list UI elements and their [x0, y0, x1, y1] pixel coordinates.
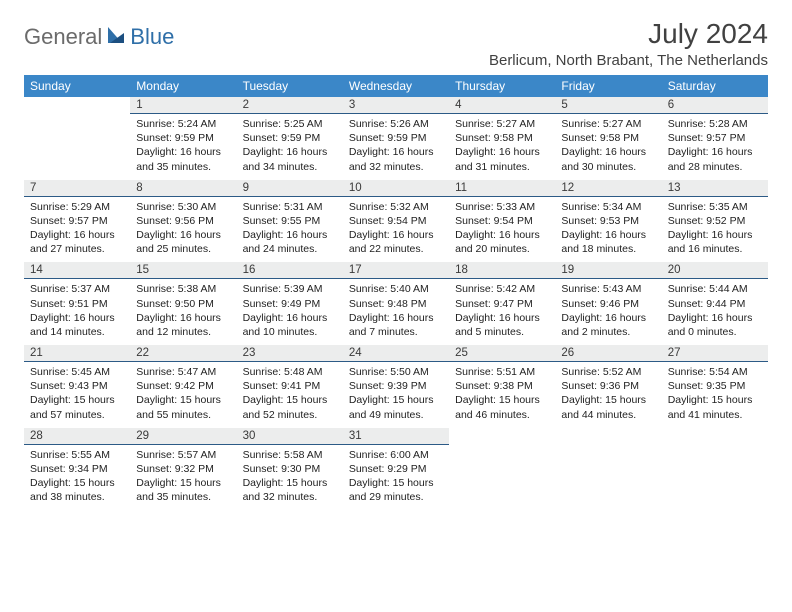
title-block: July 2024 Berlicum, North Brabant, The N… [489, 18, 768, 69]
day-number: 27 [662, 345, 768, 362]
day-number: 21 [24, 345, 130, 362]
day-info: Sunrise: 5:44 AMSunset: 9:44 PMDaylight:… [662, 279, 768, 345]
day-info: Sunrise: 5:24 AMSunset: 9:59 PMDaylight:… [130, 114, 236, 180]
weekday-header: Saturday [662, 75, 768, 97]
day-info-row: Sunrise: 5:29 AMSunset: 9:57 PMDaylight:… [24, 196, 768, 262]
day-number: 26 [555, 345, 661, 362]
empty-cell [555, 444, 661, 510]
calendar-table: SundayMondayTuesdayWednesdayThursdayFrid… [24, 75, 768, 510]
day-info: Sunrise: 5:47 AMSunset: 9:42 PMDaylight:… [130, 362, 236, 428]
day-info: Sunrise: 5:31 AMSunset: 9:55 PMDaylight:… [237, 196, 343, 262]
day-info: Sunrise: 5:42 AMSunset: 9:47 PMDaylight:… [449, 279, 555, 345]
weekday-header: Monday [130, 75, 236, 97]
empty-cell [24, 114, 130, 180]
day-info: Sunrise: 5:50 AMSunset: 9:39 PMDaylight:… [343, 362, 449, 428]
day-number: 5 [555, 97, 661, 114]
day-info-row: Sunrise: 5:55 AMSunset: 9:34 PMDaylight:… [24, 444, 768, 510]
day-number: 16 [237, 262, 343, 279]
logo-text-blue: Blue [130, 24, 174, 50]
location-text: Berlicum, North Brabant, The Netherlands [489, 52, 768, 69]
day-info: Sunrise: 5:25 AMSunset: 9:59 PMDaylight:… [237, 114, 343, 180]
empty-cell [449, 444, 555, 510]
day-number: 4 [449, 97, 555, 114]
day-info: Sunrise: 5:33 AMSunset: 9:54 PMDaylight:… [449, 196, 555, 262]
day-number: 24 [343, 345, 449, 362]
day-number: 18 [449, 262, 555, 279]
day-number-row: 123456 [24, 97, 768, 114]
day-info: Sunrise: 5:38 AMSunset: 9:50 PMDaylight:… [130, 279, 236, 345]
day-number: 12 [555, 180, 661, 197]
empty-cell [24, 97, 130, 114]
day-number: 7 [24, 180, 130, 197]
day-number: 9 [237, 180, 343, 197]
day-number: 17 [343, 262, 449, 279]
day-number: 20 [662, 262, 768, 279]
day-number: 2 [237, 97, 343, 114]
day-info: Sunrise: 5:48 AMSunset: 9:41 PMDaylight:… [237, 362, 343, 428]
weekday-header: Thursday [449, 75, 555, 97]
day-number: 3 [343, 97, 449, 114]
day-info: Sunrise: 5:58 AMSunset: 9:30 PMDaylight:… [237, 444, 343, 510]
day-info-row: Sunrise: 5:24 AMSunset: 9:59 PMDaylight:… [24, 114, 768, 180]
empty-cell [449, 428, 555, 445]
day-number: 15 [130, 262, 236, 279]
day-number: 14 [24, 262, 130, 279]
day-number-row: 28293031 [24, 428, 768, 445]
day-info: Sunrise: 5:51 AMSunset: 9:38 PMDaylight:… [449, 362, 555, 428]
weekday-header: Sunday [24, 75, 130, 97]
day-number: 8 [130, 180, 236, 197]
day-info-row: Sunrise: 5:45 AMSunset: 9:43 PMDaylight:… [24, 362, 768, 428]
day-info: Sunrise: 5:29 AMSunset: 9:57 PMDaylight:… [24, 196, 130, 262]
day-number: 29 [130, 428, 236, 445]
empty-cell [662, 444, 768, 510]
day-number: 30 [237, 428, 343, 445]
page-header: General Blue July 2024 Berlicum, North B… [24, 18, 768, 69]
day-info: Sunrise: 5:52 AMSunset: 9:36 PMDaylight:… [555, 362, 661, 428]
day-info: Sunrise: 5:57 AMSunset: 9:32 PMDaylight:… [130, 444, 236, 510]
day-info: Sunrise: 5:34 AMSunset: 9:53 PMDaylight:… [555, 196, 661, 262]
day-number-row: 78910111213 [24, 180, 768, 197]
day-number: 25 [449, 345, 555, 362]
logo-text-general: General [24, 24, 102, 50]
day-info: Sunrise: 5:43 AMSunset: 9:46 PMDaylight:… [555, 279, 661, 345]
day-number: 13 [662, 180, 768, 197]
day-number: 11 [449, 180, 555, 197]
weekday-header: Wednesday [343, 75, 449, 97]
day-number: 23 [237, 345, 343, 362]
empty-cell [662, 428, 768, 445]
day-info: Sunrise: 5:26 AMSunset: 9:59 PMDaylight:… [343, 114, 449, 180]
day-number: 6 [662, 97, 768, 114]
day-number: 1 [130, 97, 236, 114]
day-info: Sunrise: 5:30 AMSunset: 9:56 PMDaylight:… [130, 196, 236, 262]
day-info: Sunrise: 5:27 AMSunset: 9:58 PMDaylight:… [555, 114, 661, 180]
day-info: Sunrise: 5:35 AMSunset: 9:52 PMDaylight:… [662, 196, 768, 262]
day-info: Sunrise: 5:28 AMSunset: 9:57 PMDaylight:… [662, 114, 768, 180]
day-number: 28 [24, 428, 130, 445]
weekday-header: Friday [555, 75, 661, 97]
day-info: Sunrise: 5:27 AMSunset: 9:58 PMDaylight:… [449, 114, 555, 180]
day-info: Sunrise: 5:40 AMSunset: 9:48 PMDaylight:… [343, 279, 449, 345]
day-info: Sunrise: 5:45 AMSunset: 9:43 PMDaylight:… [24, 362, 130, 428]
day-number: 19 [555, 262, 661, 279]
empty-cell [555, 428, 661, 445]
day-number-row: 21222324252627 [24, 345, 768, 362]
logo: General Blue [24, 18, 174, 50]
logo-sail-icon [106, 25, 128, 50]
day-info-row: Sunrise: 5:37 AMSunset: 9:51 PMDaylight:… [24, 279, 768, 345]
day-number-row: 14151617181920 [24, 262, 768, 279]
day-number: 22 [130, 345, 236, 362]
day-number: 31 [343, 428, 449, 445]
day-info: Sunrise: 6:00 AMSunset: 9:29 PMDaylight:… [343, 444, 449, 510]
day-info: Sunrise: 5:39 AMSunset: 9:49 PMDaylight:… [237, 279, 343, 345]
day-number: 10 [343, 180, 449, 197]
day-info: Sunrise: 5:55 AMSunset: 9:34 PMDaylight:… [24, 444, 130, 510]
weekday-header: Tuesday [237, 75, 343, 97]
day-info: Sunrise: 5:37 AMSunset: 9:51 PMDaylight:… [24, 279, 130, 345]
month-title: July 2024 [489, 18, 768, 50]
day-info: Sunrise: 5:32 AMSunset: 9:54 PMDaylight:… [343, 196, 449, 262]
day-info: Sunrise: 5:54 AMSunset: 9:35 PMDaylight:… [662, 362, 768, 428]
weekday-header-row: SundayMondayTuesdayWednesdayThursdayFrid… [24, 75, 768, 97]
